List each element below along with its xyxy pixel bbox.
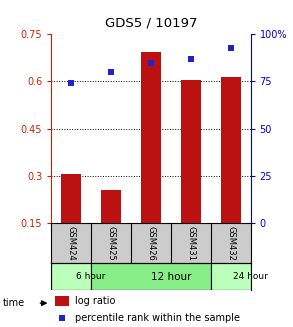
Text: percentile rank within the sample: percentile rank within the sample	[75, 313, 240, 323]
Text: GSM432: GSM432	[226, 226, 235, 261]
Text: time: time	[3, 298, 25, 308]
Bar	[211, 263, 251, 290]
Bar	[55, 296, 69, 306]
Text: GDS5 / 10197: GDS5 / 10197	[105, 16, 197, 29]
Text: 24 hour: 24 hour	[233, 272, 268, 281]
Bar	[61, 174, 81, 223]
Bar	[91, 263, 211, 290]
Text: 6 hour: 6 hour	[76, 272, 106, 281]
Bar	[181, 80, 201, 223]
Text: GSM431: GSM431	[186, 226, 195, 261]
Bar	[101, 190, 121, 223]
Text: GSM425: GSM425	[107, 226, 115, 261]
Text: 12 hour: 12 hour	[151, 272, 191, 282]
Text: GSM424: GSM424	[67, 226, 76, 261]
Bar	[141, 52, 161, 223]
Bar	[51, 263, 91, 290]
Text: log ratio: log ratio	[75, 296, 115, 306]
Bar	[221, 77, 241, 223]
Text: GSM426: GSM426	[146, 226, 155, 261]
